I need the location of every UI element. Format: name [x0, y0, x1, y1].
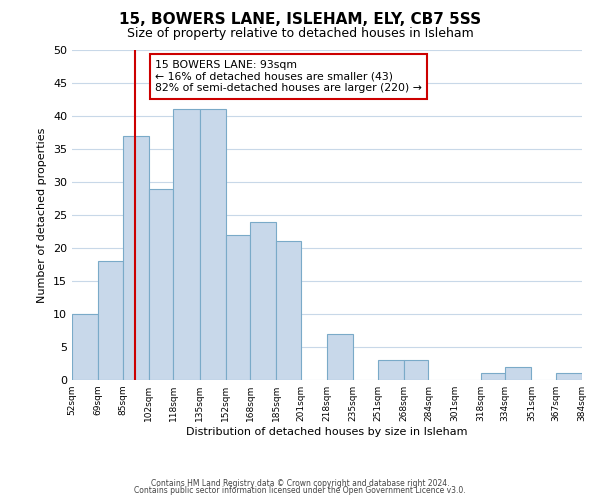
Bar [149, 188, 173, 380]
Text: Size of property relative to detached houses in Isleham: Size of property relative to detached ho… [127, 28, 473, 40]
X-axis label: Distribution of detached houses by size in Isleham: Distribution of detached houses by size … [186, 427, 468, 437]
Bar [72, 314, 98, 380]
Bar [98, 261, 122, 380]
Bar [505, 367, 532, 380]
Bar [199, 110, 226, 380]
Bar [404, 360, 428, 380]
Bar [173, 110, 199, 380]
Bar [122, 136, 149, 380]
Bar [250, 222, 277, 380]
Bar [226, 235, 250, 380]
Text: 15, BOWERS LANE, ISLEHAM, ELY, CB7 5SS: 15, BOWERS LANE, ISLEHAM, ELY, CB7 5SS [119, 12, 481, 28]
Bar [481, 374, 505, 380]
Bar [327, 334, 353, 380]
Text: 15 BOWERS LANE: 93sqm
← 16% of detached houses are smaller (43)
82% of semi-deta: 15 BOWERS LANE: 93sqm ← 16% of detached … [155, 60, 422, 93]
Bar [377, 360, 404, 380]
Bar [277, 242, 301, 380]
Text: Contains HM Land Registry data © Crown copyright and database right 2024.: Contains HM Land Registry data © Crown c… [151, 478, 449, 488]
Bar [556, 374, 582, 380]
Y-axis label: Number of detached properties: Number of detached properties [37, 128, 47, 302]
Text: Contains public sector information licensed under the Open Government Licence v3: Contains public sector information licen… [134, 486, 466, 495]
